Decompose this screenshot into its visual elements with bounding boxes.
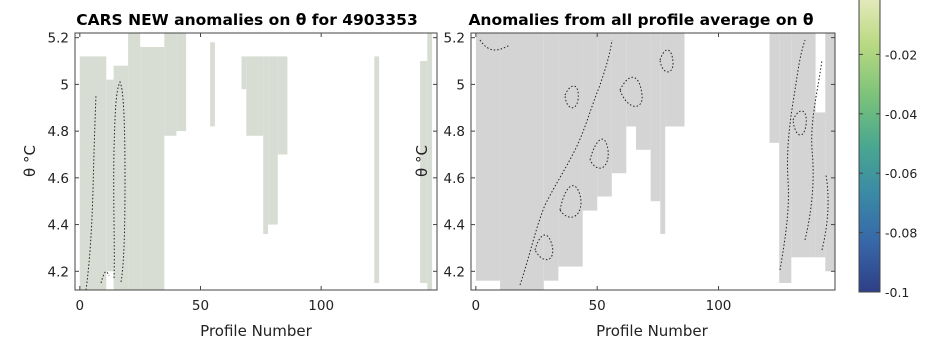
- left-x-axis-label: Profile Number: [200, 322, 312, 340]
- right-contour-lines: [479, 39, 829, 286]
- left-contour-lines: [85, 80, 126, 291]
- left-heatmap-cell: [164, 33, 177, 136]
- right-heatmap-cell: [815, 112, 826, 258]
- right-heatmap-cell: [611, 33, 627, 174]
- right-x-tick-label: 50: [589, 298, 606, 314]
- right-contour-2: [534, 234, 554, 260]
- left-heatmap-cell: [277, 56, 288, 155]
- left-y-tick-label: 4.8: [48, 124, 69, 140]
- right-heatmap-cell: [665, 33, 685, 127]
- left-axis-ticks: 0 50 100 4.2 4.4 4.6 4.8 5 5.2: [48, 31, 437, 314]
- right-y-tick-label: 5.2: [444, 31, 465, 47]
- right-y-tick-label: 4.6: [444, 171, 465, 187]
- right-heatmap-cell: [475, 33, 501, 281]
- left-heatmap-cell: [420, 61, 428, 283]
- left-y-tick-label: 5.2: [48, 31, 69, 47]
- left-y-tick-label: 4.4: [48, 218, 69, 234]
- right-contour-3: [559, 185, 582, 218]
- left-contour-2: [113, 80, 126, 283]
- right-heatmap-cell: [500, 33, 544, 290]
- left-x-tick-label: 0: [76, 298, 85, 314]
- left-heatmap-cell: [241, 56, 247, 90]
- right-heatmap-cells: [475, 33, 835, 290]
- colorbar-tick-label: -0.1: [885, 285, 909, 300]
- left-y-tick-label: 4.6: [48, 171, 69, 187]
- right-contour-5: [479, 39, 511, 51]
- right-panel: 0 50 100 4.2 4.4 4.6 4.8 5 5.2 Profile Number θ …: [413, 31, 836, 340]
- left-heatmap-cell: [79, 56, 107, 291]
- right-chart-title: Anomalies from all profile average on θ: [468, 11, 813, 29]
- left-heatmap-cell: [374, 56, 380, 284]
- right-heatmap-cell: [779, 33, 792, 283]
- left-x-tick-label: 50: [192, 298, 209, 314]
- right-contour-11: [792, 110, 807, 136]
- left-y-tick-label: 5: [60, 77, 69, 93]
- right-x-tick-label: 100: [706, 298, 732, 314]
- left-heatmap-cell: [427, 33, 433, 290]
- left-chart-title: CARS NEW anomalies on θ for 4903353: [76, 11, 417, 29]
- right-y-tick-label: 4.8: [444, 124, 465, 140]
- right-contour-9: [804, 59, 823, 241]
- left-y-tick-label: 4.2: [48, 264, 69, 280]
- colorbar-tick-label: -0.02: [885, 47, 917, 62]
- left-heatmap-cell: [176, 33, 187, 132]
- colorbar-ticks: -0.02 -0.04 -0.06 -0.08 -0.1: [859, 47, 917, 300]
- right-contour-1: [519, 39, 613, 286]
- right-contour-6: [619, 77, 643, 107]
- right-y-axis-label: θ °C: [413, 145, 431, 177]
- right-heatmap-cell: [650, 33, 661, 202]
- left-heatmap-cell: [246, 56, 264, 136]
- left-y-axis-label: θ °C: [21, 145, 39, 177]
- right-axes-box: [470, 32, 836, 291]
- left-heatmap-cell: [268, 56, 278, 225]
- left-panel: 0 50 100 4.2 4.4 4.6 4.8 5 5.2 Profile Number θ …: [21, 31, 438, 340]
- right-heatmap-cell: [769, 33, 780, 143]
- colorbar-tick-label: -0.06: [885, 166, 917, 181]
- right-y-tick-label: 4.2: [444, 264, 465, 280]
- right-heatmap-cell: [558, 33, 583, 267]
- right-x-tick-label: 0: [472, 298, 481, 314]
- right-heatmap-cell: [636, 33, 651, 150]
- colorbar-gradient: [858, 0, 881, 293]
- right-heatmap-cell: [582, 33, 598, 211]
- right-y-tick-label: 5: [456, 77, 465, 93]
- left-x-tick-label: 100: [308, 298, 334, 314]
- right-y-tick-label: 4.4: [444, 218, 465, 234]
- left-heatmap-cell: [210, 42, 215, 127]
- left-heatmap-cell: [106, 79, 114, 272]
- right-heatmap-cell: [543, 33, 559, 281]
- right-x-axis-label: Profile Number: [596, 322, 708, 340]
- right-contour-12: [564, 85, 579, 109]
- left-contour-3: [100, 271, 110, 284]
- right-axis-ticks: 0 50 100 4.2 4.4 4.6 4.8 5 5.2: [444, 31, 835, 314]
- right-heatmap-cell: [597, 33, 612, 197]
- left-heatmap-cell: [128, 33, 141, 290]
- right-contour-8: [779, 39, 806, 271]
- colorbar: -0.02 -0.04 -0.06 -0.08 -0.1: [858, 0, 917, 300]
- colorbar-tick-label: -0.04: [885, 107, 917, 122]
- right-heatmap-cell: [825, 33, 835, 272]
- colorbar-tick-label: -0.08: [885, 226, 917, 241]
- left-axes-box: [74, 32, 438, 291]
- right-contour-10: [821, 174, 829, 251]
- right-heatmap-cell: [626, 33, 636, 127]
- right-heatmap-cell: [660, 33, 666, 234]
- left-heatmap-cell: [113, 65, 129, 290]
- right-contour-4: [589, 138, 609, 169]
- left-heatmap-cell: [140, 47, 165, 290]
- left-heatmap-cells: [79, 33, 433, 291]
- left-heatmap-cell: [263, 56, 268, 235]
